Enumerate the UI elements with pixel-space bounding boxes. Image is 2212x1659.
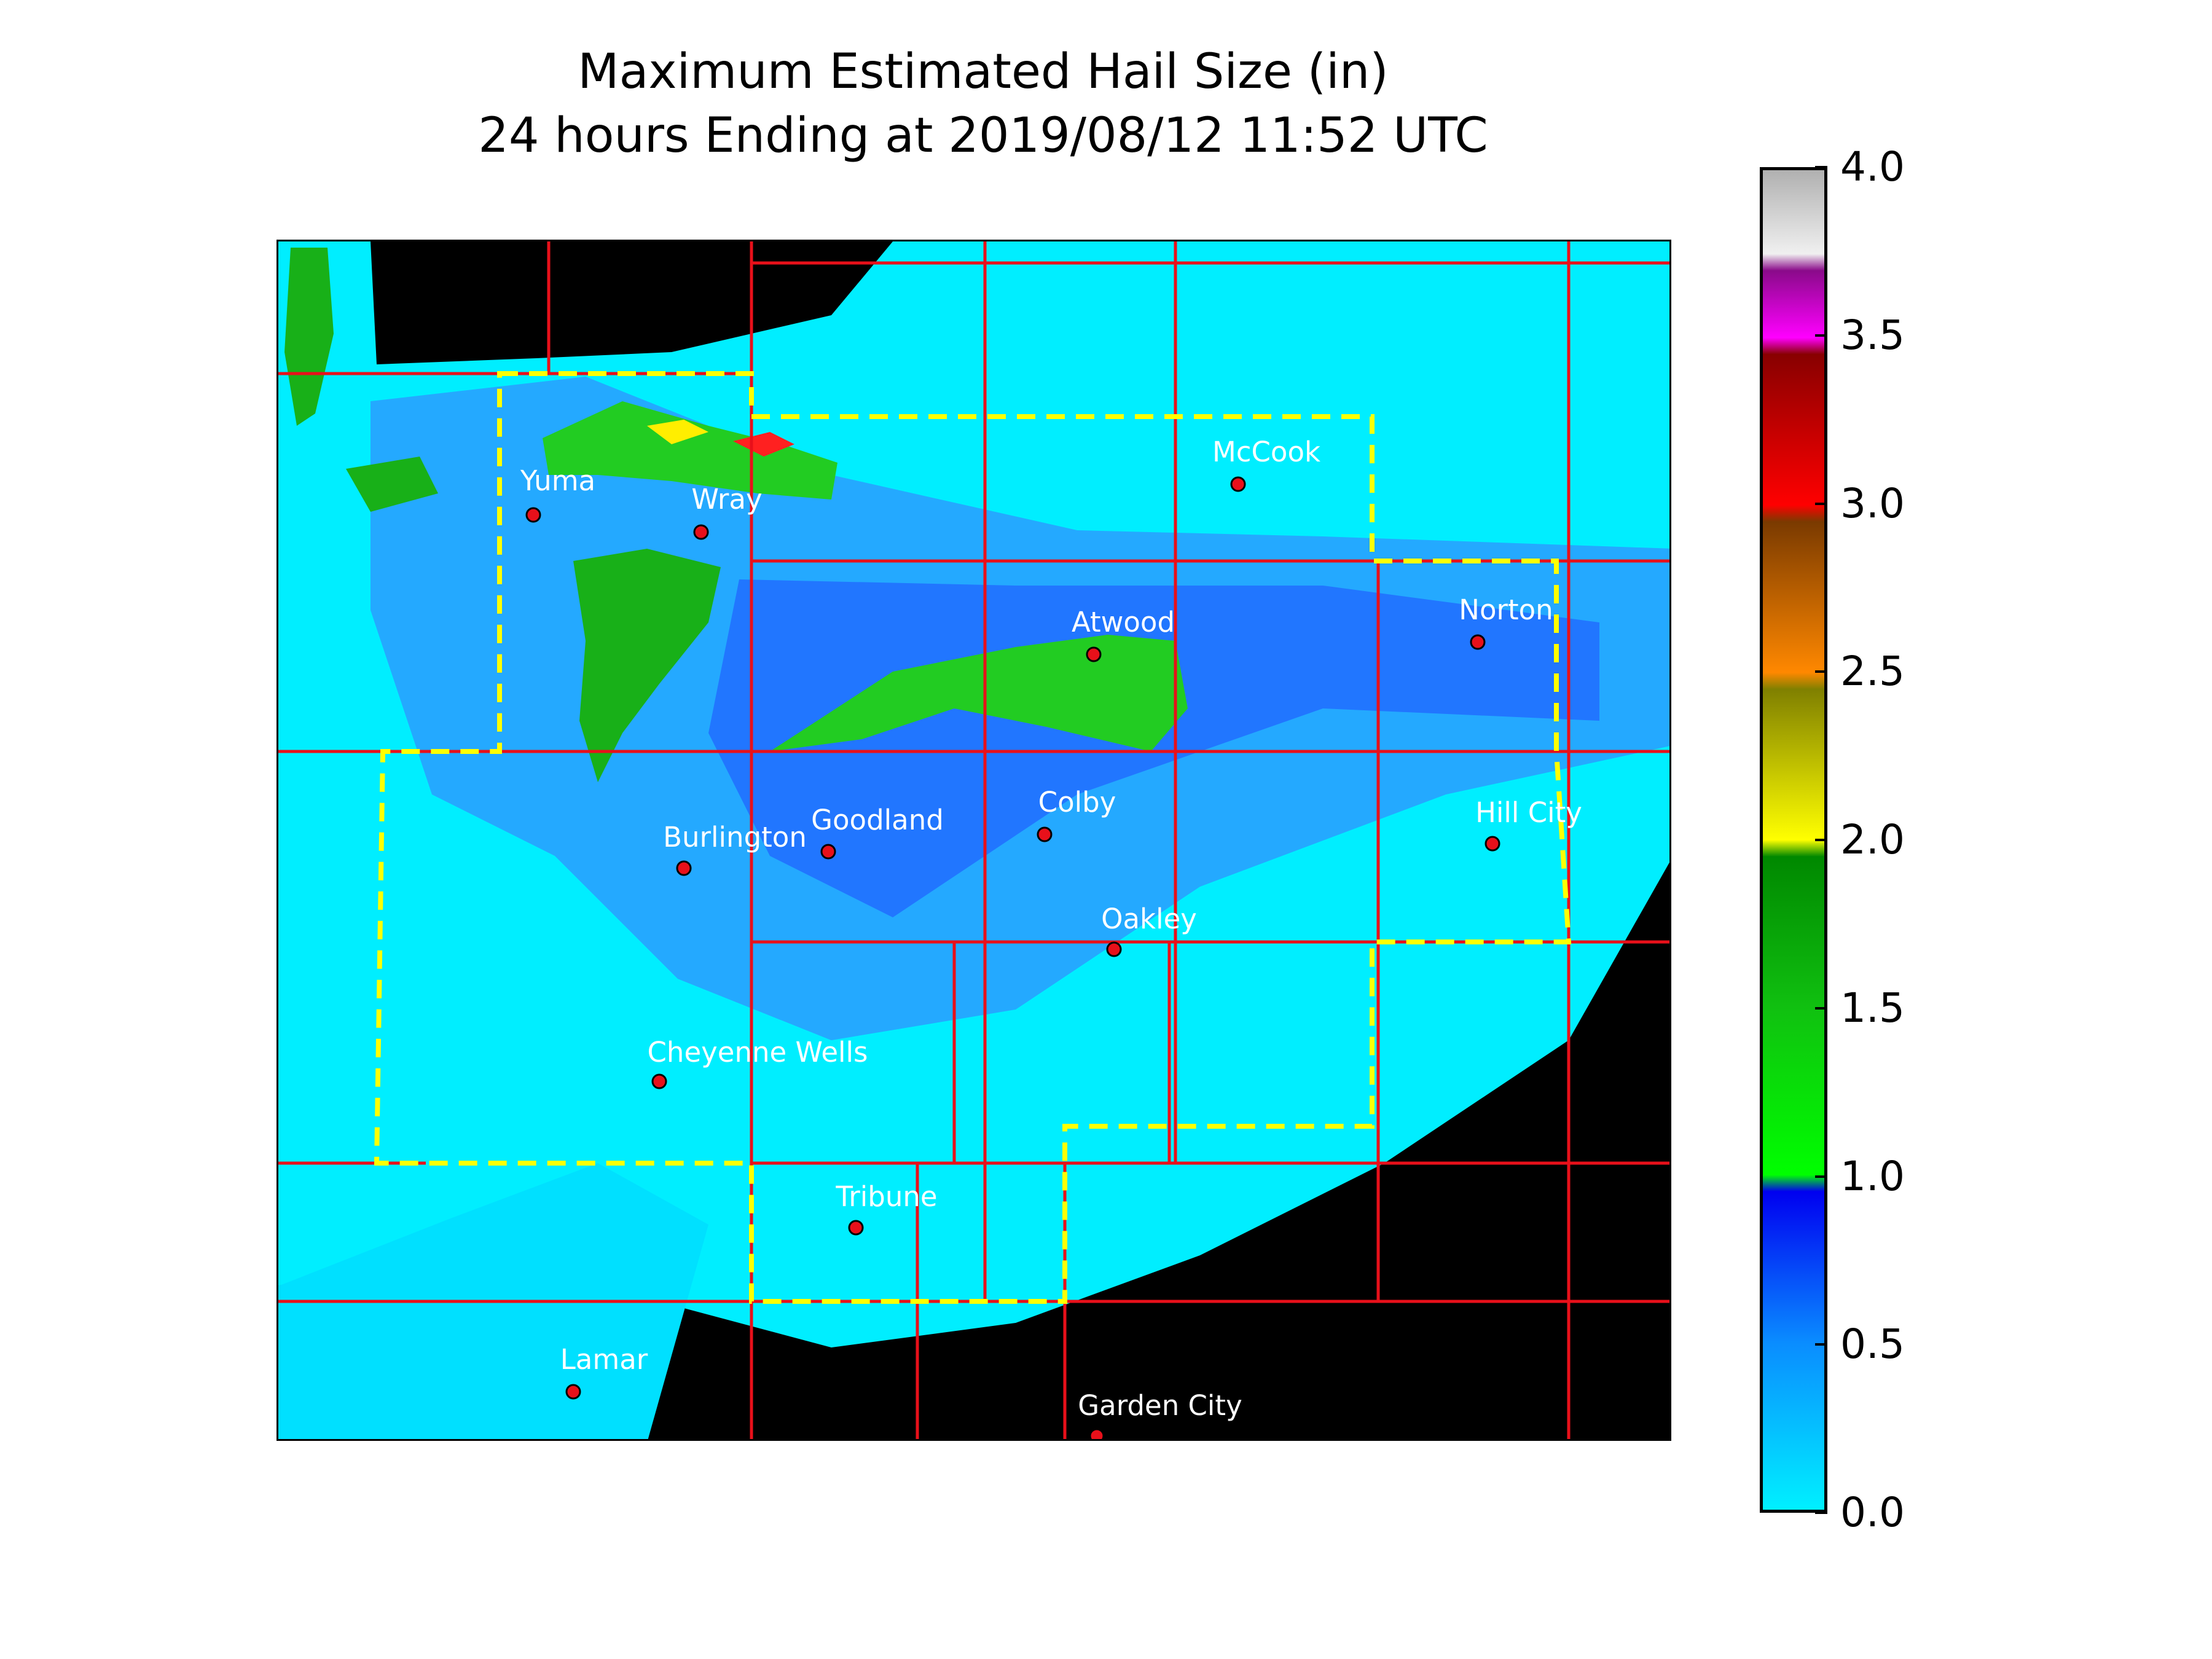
cwa-boundary — [374, 371, 1572, 1304]
city-label: Norton — [1459, 594, 1553, 626]
city-label: Goodland — [811, 804, 944, 836]
city-marker — [1089, 1428, 1105, 1439]
colorbar-tick-label: 3.5 — [1840, 311, 1905, 359]
county-lines — [278, 241, 1669, 1439]
colorbar-tick-mark — [1815, 670, 1827, 673]
county-line — [751, 261, 1669, 944]
colorbar-tick-label: 1.5 — [1840, 984, 1905, 1032]
city-label: Cheyenne Wells — [648, 1036, 868, 1069]
colorbar-tick-label: 0.0 — [1840, 1489, 1905, 1536]
city-marker — [1230, 476, 1246, 492]
city-label: Yuma — [520, 465, 595, 497]
hail-core-yellow — [647, 420, 708, 444]
city-marker — [651, 1073, 667, 1089]
chart-title: Maximum Estimated Hail Size (in) — [578, 44, 1389, 100]
city-marker — [1484, 836, 1500, 852]
colorbar-tick-label: 4.0 — [1840, 143, 1905, 190]
city-label: McCook — [1212, 436, 1320, 468]
colorbar-tick-mark — [1815, 1343, 1827, 1346]
hail-cell-west — [284, 248, 334, 426]
city-label: Oakley — [1101, 903, 1197, 935]
city-label: Atwood — [1072, 606, 1175, 638]
hail-cell-north — [543, 401, 837, 500]
city-marker — [693, 524, 709, 540]
city-label: Hill City — [1475, 796, 1582, 829]
county-line — [547, 241, 1571, 1439]
city-label: Tribune — [835, 1180, 937, 1213]
colorbar-tick-label: 2.0 — [1840, 816, 1905, 863]
colorbar-tick-mark — [1815, 1006, 1827, 1010]
hail-cell-small — [346, 457, 438, 512]
city-markers: Yuma Wray McCook Atwood Norton BurlingtonGood… — [520, 436, 1582, 1439]
chart-subtitle: 24 hours Ending at 2019/08/12 11:52 UTC — [478, 108, 1488, 163]
colorbar-tick-label: 2.5 — [1840, 648, 1905, 696]
colorbar-tick-label: 3.0 — [1840, 479, 1905, 527]
colorbar-tick-mark — [1815, 1512, 1827, 1514]
city-label: Colby — [1038, 786, 1116, 818]
colorbar-tick-mark — [1815, 166, 1827, 168]
hail-core-red — [733, 432, 794, 457]
city-marker — [820, 844, 836, 860]
city-marker — [848, 1220, 864, 1236]
county-line — [916, 942, 1171, 1439]
city-marker — [1086, 646, 1102, 662]
hail-swath-layer — [278, 241, 1669, 1439]
colorbar-tick-label: 1.0 — [1840, 1152, 1905, 1200]
city-marker — [1037, 826, 1053, 842]
colorbar-tick-label: 0.5 — [1840, 1320, 1905, 1368]
city-marker — [525, 507, 541, 523]
city-label: Lamar — [560, 1343, 648, 1376]
city-label: Wray — [691, 483, 762, 516]
hail-cell-central — [573, 549, 721, 782]
hail-cell-atwood — [770, 635, 1188, 751]
cwa-outline — [374, 371, 1572, 1304]
city-label: Burlington — [663, 821, 807, 853]
colorbar-tick-mark — [1815, 839, 1827, 841]
colorbar-tick-mark — [1815, 502, 1827, 505]
city-label: Garden City — [1078, 1389, 1242, 1422]
city-marker — [676, 860, 692, 876]
colorbar-tick-mark — [1815, 1175, 1827, 1178]
city-marker — [1106, 941, 1122, 957]
city-marker — [1470, 634, 1486, 650]
city-marker — [565, 1384, 581, 1400]
hail-map: Yuma Wray McCook Atwood Norton Burlington Good… — [276, 240, 1671, 1441]
colorbar-tick-mark — [1815, 334, 1827, 337]
